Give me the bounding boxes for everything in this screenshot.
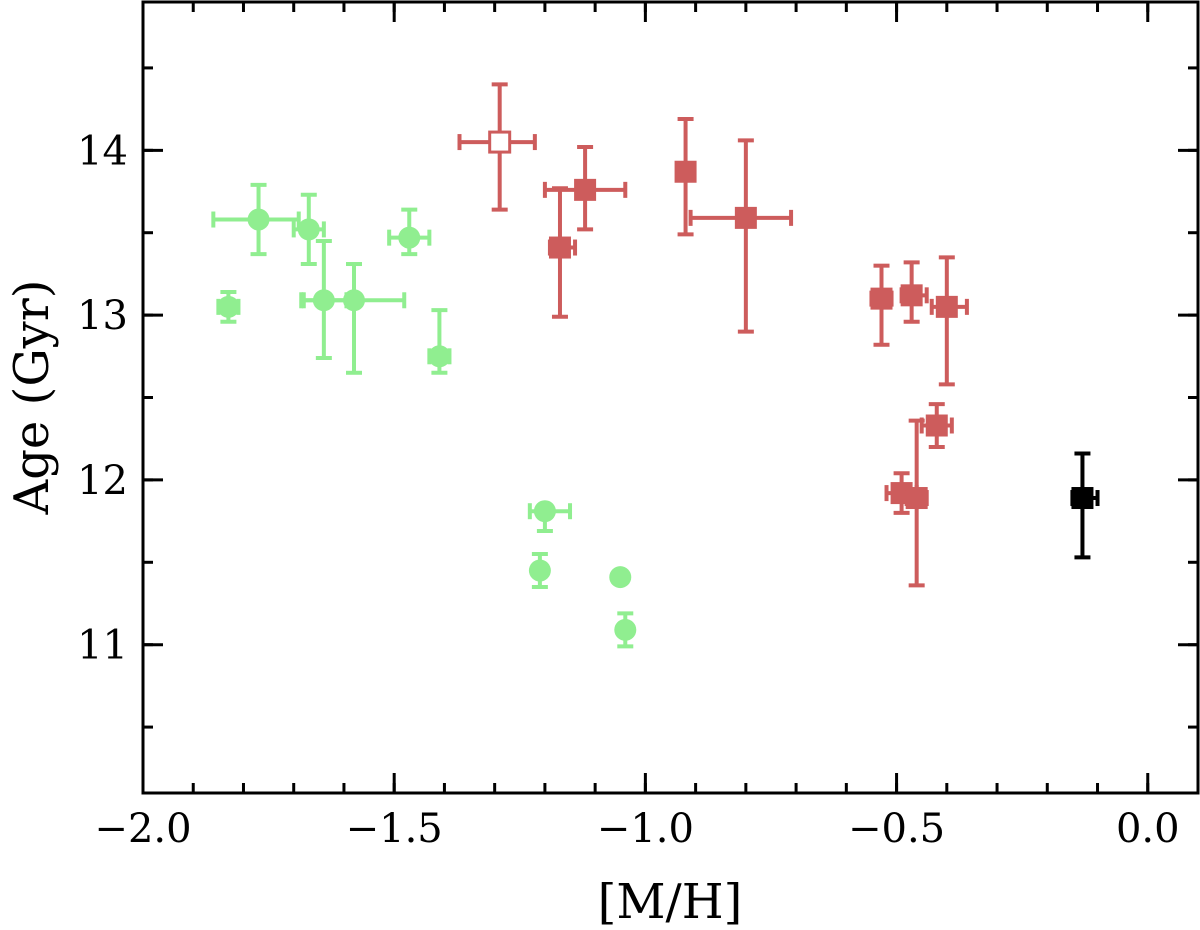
x-tick-label: −2.0 xyxy=(94,806,191,852)
circle-data-point xyxy=(528,552,551,590)
circle-marker xyxy=(297,218,320,241)
circle-marker xyxy=(247,208,270,231)
open-square-data-point xyxy=(457,82,537,212)
y-axis-label: Age (Gyr) xyxy=(4,280,60,516)
circle-data-point xyxy=(614,611,637,649)
square-data-point xyxy=(674,117,697,237)
square-data-point xyxy=(929,255,969,387)
y-tick-label: 12 xyxy=(77,458,128,504)
square-data-point xyxy=(1070,451,1100,560)
square-data-point xyxy=(547,186,578,319)
y-tick-label: 11 xyxy=(77,623,128,669)
circle-marker xyxy=(398,226,421,249)
circle-data-point xyxy=(301,262,407,375)
axis-ticks: −2.0 −1.5 −1.0 −0.5 0.0 11 12 13 14 xyxy=(77,2,1198,852)
circle-marker xyxy=(428,345,451,368)
circle-data-point xyxy=(216,290,241,324)
square-data-point xyxy=(899,260,929,324)
square-marker xyxy=(1071,487,1094,510)
square-data-point xyxy=(919,402,954,449)
square-marker xyxy=(935,295,958,318)
circle-data-point xyxy=(427,308,452,375)
plot-frame xyxy=(141,0,1200,795)
circle-data-point xyxy=(211,182,301,257)
square-marker xyxy=(574,178,597,201)
circle-marker xyxy=(343,289,365,312)
square-data-point xyxy=(688,138,794,334)
circle-data-point xyxy=(291,192,326,267)
x-tick-label: −0.5 xyxy=(848,806,945,852)
square-marker xyxy=(905,487,928,510)
x-tick-label: 0.0 xyxy=(1116,806,1180,852)
square-marker xyxy=(674,160,697,183)
circle-data-point xyxy=(609,566,632,589)
square-marker xyxy=(734,206,757,229)
circle-marker xyxy=(614,618,637,641)
x-tick-label: −1.5 xyxy=(346,806,443,852)
square-marker xyxy=(900,284,923,307)
y-tick-label: 14 xyxy=(77,128,128,174)
square-data-point xyxy=(542,145,628,232)
square-data-point xyxy=(904,418,929,588)
data-points xyxy=(211,82,1100,649)
y-tick-label: 13 xyxy=(77,293,128,339)
x-tick-label: −1.0 xyxy=(597,806,694,852)
open-square-marker xyxy=(488,130,512,154)
circle-data-point xyxy=(387,207,432,257)
circle-marker xyxy=(609,566,632,589)
x-axis-label: [M/H] xyxy=(598,874,743,930)
circle-marker xyxy=(533,500,556,523)
square-marker xyxy=(925,414,948,437)
circle-data-point xyxy=(527,500,573,533)
square-marker xyxy=(870,287,893,310)
circle-marker xyxy=(217,295,240,318)
square-data-point xyxy=(869,263,894,347)
square-marker xyxy=(548,236,571,259)
circle-marker xyxy=(528,559,551,582)
